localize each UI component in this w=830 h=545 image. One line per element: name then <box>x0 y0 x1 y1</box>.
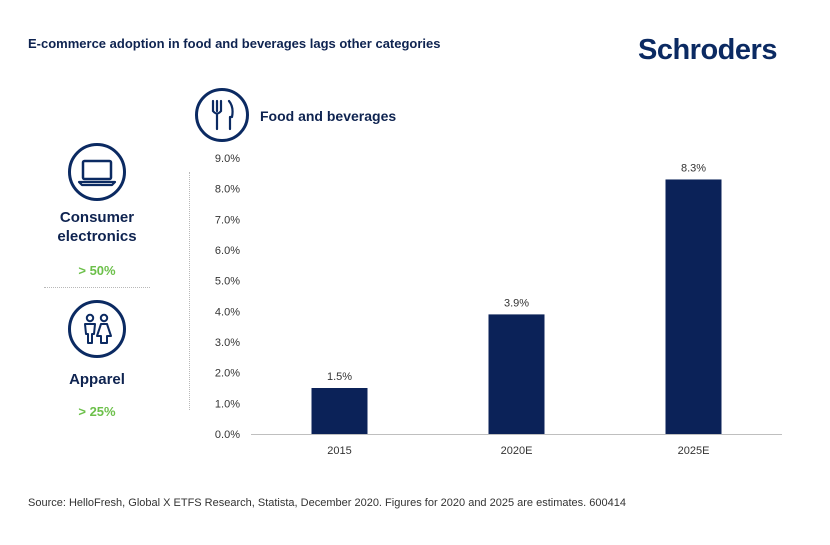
chart-title: E-commerce adoption in food and beverage… <box>28 36 441 51</box>
category-value-consumer-electronics: > 50% <box>78 263 116 278</box>
y-tick-label: 3.0% <box>215 337 240 349</box>
x-tick-label: 2015 <box>327 445 351 457</box>
y-tick-label: 4.0% <box>215 306 240 318</box>
laptop-icon <box>68 143 126 201</box>
sidebar-divider <box>44 287 150 288</box>
chart-divider <box>189 172 190 410</box>
y-tick-label: 8.0% <box>215 184 240 196</box>
category-value-apparel: > 25% <box>78 404 116 419</box>
data-label: 1.5% <box>327 371 352 383</box>
category-label-consumer-electronics: Consumer electronics <box>40 208 154 246</box>
bar <box>665 179 722 434</box>
y-tick-label: 9.0% <box>215 153 240 165</box>
y-tick-label: 1.0% <box>215 398 240 410</box>
x-tick-label: 2020E <box>501 445 533 457</box>
category-label-line: electronics <box>57 228 137 245</box>
y-tick-label: 2.0% <box>215 368 240 380</box>
source-note: Source: HelloFresh, Global X ETFS Resear… <box>28 497 626 509</box>
chart-heading: Food and beverages <box>260 108 397 124</box>
fork-knife-icon <box>195 88 249 142</box>
brand-logo: Schroders <box>638 34 777 66</box>
bar <box>488 314 545 434</box>
category-label-line: Consumer <box>59 209 135 226</box>
y-tick-label: 5.0% <box>215 276 240 288</box>
y-tick-label: 6.0% <box>215 245 240 257</box>
data-label: 3.9% <box>504 297 529 309</box>
category-label-apparel: Apparel <box>69 371 125 388</box>
bar <box>311 388 368 434</box>
data-label: 8.3% <box>681 162 706 174</box>
x-tick-label: 2025E <box>678 445 710 457</box>
y-tick-label: 7.0% <box>215 214 240 226</box>
people-icon <box>68 300 126 358</box>
y-tick-label: 0.0% <box>215 429 240 441</box>
